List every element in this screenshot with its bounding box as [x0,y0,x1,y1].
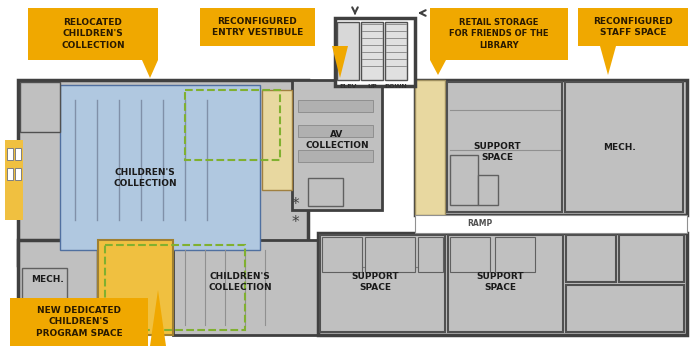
Bar [200,8,315,46]
Bar [105,245,245,330]
Text: RECONFIGURED
ENTRY VESTIBULE: RECONFIGURED ENTRY VESTIBULE [212,17,303,37]
Bar [415,80,687,215]
Bar [18,240,98,335]
Bar [320,235,445,332]
Bar [365,237,415,272]
Bar [322,237,362,272]
Text: RAMP: RAMP [468,219,493,229]
Bar [262,90,292,190]
Text: CHILDREN'S
COLLECTION: CHILDREN'S COLLECTION [208,272,272,292]
Polygon shape [150,290,166,346]
Text: UP: UP [367,84,377,89]
Bar [565,82,683,212]
Text: MECH.: MECH. [603,144,636,153]
Bar [578,8,688,46]
Bar [318,233,687,335]
Bar [15,168,21,180]
Bar [7,148,13,160]
Text: RETAIL STORAGE
FOR FRIENDS OF THE
LIBRARY: RETAIL STORAGE FOR FRIENDS OF THE LIBRAR… [449,19,549,50]
Bar [337,22,359,80]
Bar [98,240,173,335]
Text: SUPPORT
SPACE: SUPPORT SPACE [476,272,524,292]
Bar [5,140,23,220]
Bar [566,235,616,282]
Polygon shape [142,60,158,78]
Bar [361,22,383,80]
Bar [22,268,67,308]
Bar [385,22,407,80]
Bar [298,125,373,137]
Bar [185,90,280,160]
Text: MECH.: MECH. [31,275,64,285]
Bar [28,8,158,60]
Bar [292,80,382,210]
Text: ELEV: ELEV [340,84,357,89]
Bar [448,235,563,332]
Bar [415,215,687,233]
Text: RECONFIGURED
STAFF SPACE: RECONFIGURED STAFF SPACE [593,17,673,37]
Bar [415,80,445,215]
Bar [566,285,684,332]
Text: *: * [291,197,299,212]
Bar [298,150,373,162]
Bar [430,8,568,60]
Bar [173,240,318,335]
Bar [7,168,13,180]
Bar [308,178,343,206]
Bar [450,155,478,205]
Text: RELOCATED
CHILDREN'S
COLLECTION: RELOCATED CHILDREN'S COLLECTION [61,19,125,50]
Bar [619,235,684,282]
Text: NEW DEDICATED
CHILDREN'S
PROGRAM SPACE: NEW DEDICATED CHILDREN'S PROGRAM SPACE [36,306,122,338]
Text: CHILDREN'S
COLLECTION: CHILDREN'S COLLECTION [113,168,177,188]
Bar [447,82,562,212]
Text: AV
COLLECTION: AV COLLECTION [305,130,369,150]
Text: SUPPORT
SPACE: SUPPORT SPACE [351,272,399,292]
Bar [495,237,535,272]
Bar [15,148,21,160]
Bar [478,175,498,205]
Bar [450,237,490,272]
Bar [335,18,415,86]
Bar [10,298,148,346]
Bar [18,80,308,265]
Bar [60,85,260,250]
Bar [418,237,443,272]
Bar [298,100,373,112]
Text: SUPPORT
SPACE: SUPPORT SPACE [473,142,521,162]
Polygon shape [600,46,616,75]
Bar [20,82,60,132]
Text: DOWN: DOWN [384,84,407,89]
Polygon shape [332,46,348,78]
Polygon shape [430,60,446,75]
Text: *: * [291,215,299,230]
